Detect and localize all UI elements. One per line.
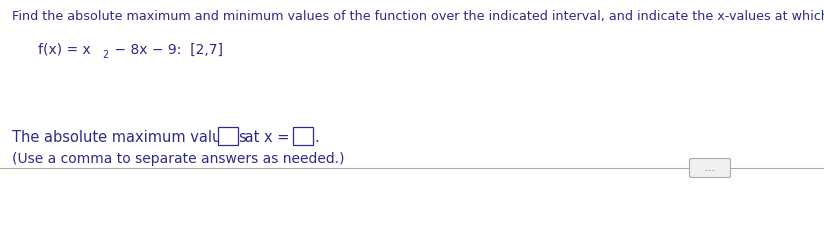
Text: − 8x − 9:  [2,7]: − 8x − 9: [2,7] — [110, 43, 223, 57]
Text: .: . — [314, 130, 319, 145]
FancyBboxPatch shape — [690, 158, 731, 177]
Text: at x =: at x = — [240, 130, 294, 145]
Text: 2: 2 — [102, 50, 108, 60]
FancyBboxPatch shape — [293, 127, 313, 145]
Text: (Use a comma to separate answers as needed.): (Use a comma to separate answers as need… — [12, 152, 344, 166]
Text: f(x) = x: f(x) = x — [38, 43, 91, 57]
FancyBboxPatch shape — [218, 127, 238, 145]
Text: …: … — [705, 163, 715, 173]
Text: The absolute maximum value is: The absolute maximum value is — [12, 130, 251, 145]
Text: Find the absolute maximum and minimum values of the function over the indicated : Find the absolute maximum and minimum va… — [12, 10, 824, 23]
